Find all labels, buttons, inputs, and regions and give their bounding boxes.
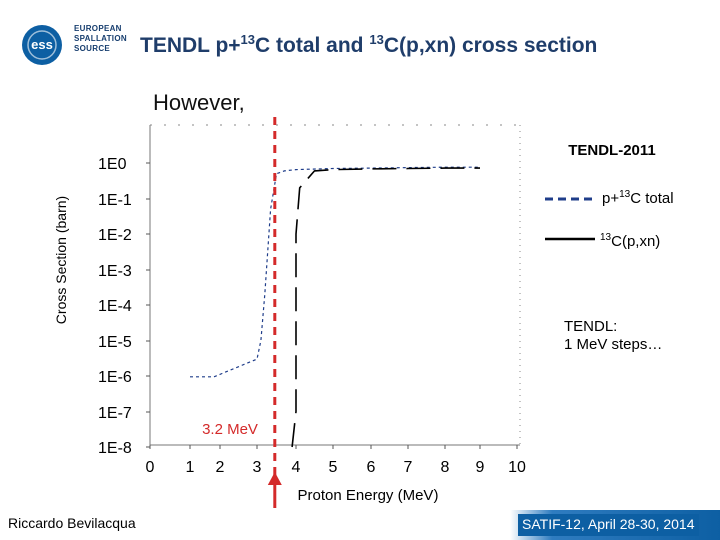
x-tick-label: 5 [329,459,338,476]
y-tick-label: 1E0 [98,156,127,173]
x-tick-label: 2 [216,459,225,476]
y-tick-label: 1E-4 [98,298,132,315]
legend-label-pxn: 13C(p,xn) [600,232,661,250]
logo-wordmark: EUROPEAN SPALLATION SOURCE [74,24,127,53]
x-tick-label: 4 [292,459,301,476]
x-axis-label: Proton Energy (MeV) [298,487,439,504]
x-tick-label: 0 [146,459,155,476]
y-tick-label: 1E-1 [98,192,132,209]
x-tick-label: 7 [404,459,413,476]
y-tick-label: 1E-6 [98,369,132,386]
threshold-arrow-head [267,472,282,485]
y-tick-label: 1E-7 [98,405,132,422]
author-name: Riccardo Bevilacqua [8,515,136,531]
y-tick-label: 1E-3 [98,263,132,280]
series-line-total [190,166,480,378]
chart-title: TENDL-2011 [568,142,656,159]
subtitle: However, [153,90,245,115]
y-axis-label: Cross Section (barn) [53,196,69,324]
x-tick-label: 9 [476,459,485,476]
y-tick-label: 1E-2 [98,227,132,244]
ess-logo-icon: ess [22,25,62,65]
x-tick-label: 6 [367,459,376,476]
y-tick-label: 1E-8 [98,440,132,457]
conference-name: SATIF-12, April 28-30, 2014 [518,514,699,536]
y-tick-label: 1E-5 [98,334,132,351]
tendl-note: TENDL: 1 MeV steps… [564,318,663,353]
x-tick-label: 8 [441,459,450,476]
threshold-label: 3.2 MeV [202,421,258,438]
legend-label-total: p+13C total [602,189,674,207]
svg-text:ess: ess [31,37,53,52]
x-tick-label: 10 [508,459,526,476]
series-line-pxn [291,167,480,448]
x-tick-label: 3 [253,459,262,476]
x-tick-label: 1 [186,459,195,476]
page-title: TENDL p+13C total and 13C(p,xn) cross se… [140,32,598,57]
